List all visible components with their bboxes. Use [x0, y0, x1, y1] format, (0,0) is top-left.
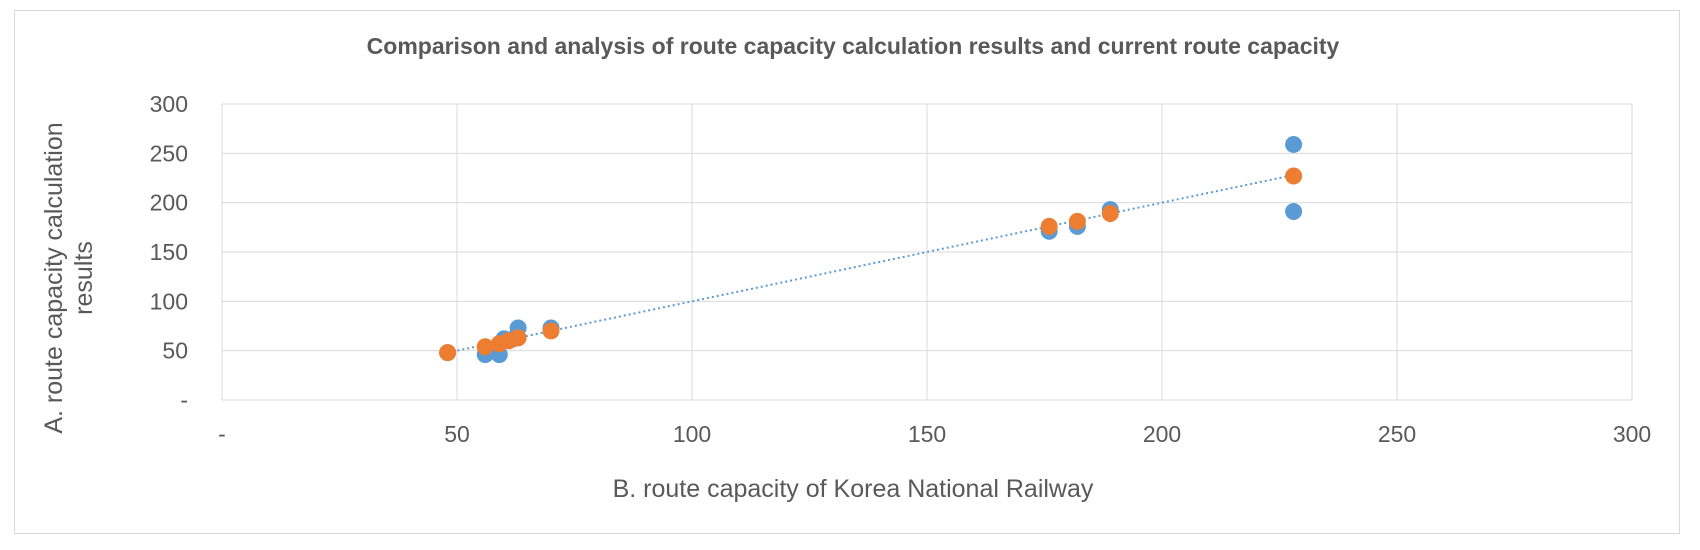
- trendline: [447, 174, 1294, 354]
- y-tick-label-4: 200: [150, 190, 188, 216]
- y-tick-label-1: 50: [162, 338, 188, 364]
- chart-title: Comparison and analysis of route capacit…: [367, 33, 1340, 59]
- x-tick-label-6: 300: [1613, 421, 1651, 447]
- trendline-segment: [447, 174, 1294, 354]
- series-2-point-6: [1040, 217, 1058, 235]
- x-tick-label-5: 250: [1378, 421, 1416, 447]
- y-tick-label-0: -: [180, 387, 188, 413]
- y-axis-ticks: - 50 100 150 200 250 300: [150, 91, 188, 413]
- series-2-point-4: [509, 329, 527, 347]
- x-tick-label-2: 100: [673, 421, 711, 447]
- y-tick-label-5: 250: [150, 140, 188, 166]
- x-axis-ticks: - 50 100 150 200 250 300: [218, 421, 1651, 447]
- y-axis-label: A. route capacity calculation results: [40, 122, 98, 433]
- grid-lines: [221, 103, 1633, 401]
- x-tick-label-0: -: [218, 421, 226, 447]
- series-2-point-8: [1101, 205, 1119, 223]
- series-1-point-11: [1285, 135, 1303, 153]
- y-axis-label-line-2: results: [70, 241, 98, 315]
- x-axis-label: B. route capacity of Korea National Rail…: [613, 475, 1094, 503]
- y-axis-label-line-1: A. route capacity calculation: [40, 122, 68, 433]
- data-points: [439, 135, 1303, 364]
- series-2-point-7: [1068, 212, 1086, 230]
- x-tick-label-1: 50: [444, 421, 470, 447]
- series-1-point-12: [1285, 203, 1303, 221]
- series-2-point-5: [542, 322, 560, 340]
- y-tick-label-2: 100: [150, 288, 188, 314]
- y-tick-label-6: 300: [150, 91, 188, 117]
- x-tick-label-4: 200: [1143, 421, 1181, 447]
- x-tick-label-3: 150: [908, 421, 946, 447]
- chart-frame: [14, 10, 1680, 534]
- series-2-point-0: [439, 344, 457, 362]
- series-2-point-9: [1285, 167, 1303, 185]
- series-2-point-1: [476, 338, 494, 356]
- y-tick-label-3: 150: [150, 239, 188, 265]
